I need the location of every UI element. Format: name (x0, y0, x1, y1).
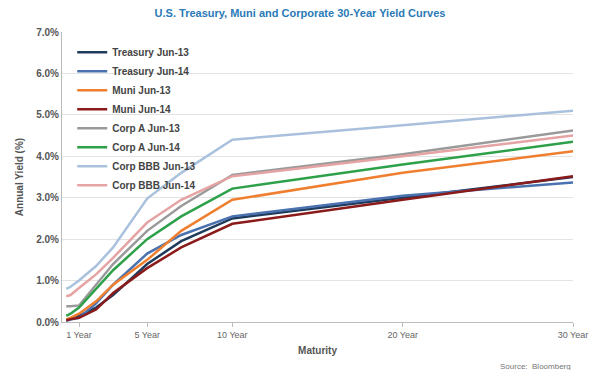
svg-text:1.0%: 1.0% (36, 275, 59, 286)
svg-text:2.0%: 2.0% (36, 234, 59, 245)
svg-text:Corp BBB Jun-14: Corp BBB Jun-14 (112, 180, 195, 191)
svg-text:Corp A Jun-14: Corp A Jun-14 (112, 142, 180, 153)
svg-text:Annual Yield (%): Annual Yield (%) (14, 138, 25, 216)
svg-text:1 Year: 1 Year (66, 330, 92, 340)
svg-text:10 Year: 10 Year (217, 330, 248, 340)
svg-text:U.S. Treasury, Muni and Corpor: U.S. Treasury, Muni and Corporate 30-Yea… (155, 7, 446, 19)
svg-text:Treasury Jun-14: Treasury Jun-14 (112, 66, 189, 77)
svg-text:0.0%: 0.0% (36, 317, 59, 328)
svg-text:30 Year: 30 Year (558, 330, 589, 340)
svg-text:Muni Jun-14: Muni Jun-14 (112, 104, 171, 115)
svg-text:7.0%: 7.0% (36, 27, 59, 38)
svg-text:Corp BBB Jun-13: Corp BBB Jun-13 (112, 161, 195, 172)
svg-text:Corp A Jun-13: Corp A Jun-13 (112, 123, 180, 134)
svg-text:4.0%: 4.0% (36, 151, 59, 162)
svg-text:5.0%: 5.0% (36, 109, 59, 120)
svg-text:Treasury Jun-13: Treasury Jun-13 (112, 47, 189, 58)
svg-text:20 Year: 20 Year (387, 330, 418, 340)
svg-text:6.0%: 6.0% (36, 68, 59, 79)
svg-text:5 Year: 5 Year (134, 330, 160, 340)
svg-text:Maturity: Maturity (298, 345, 337, 356)
svg-text:Muni Jun-13: Muni Jun-13 (112, 85, 171, 96)
svg-text:Source: Bloomberg: Source: Bloomberg (500, 362, 571, 370)
svg-text:3.0%: 3.0% (36, 192, 59, 203)
